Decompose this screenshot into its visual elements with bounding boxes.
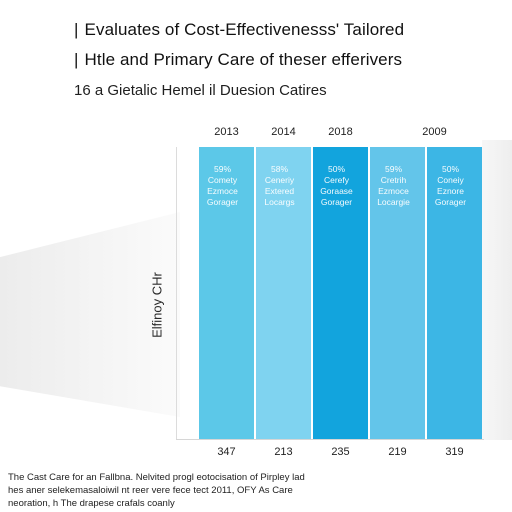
chart-subtitle: 16 a Gietalic Hemel il Duesion Catires <box>74 82 327 99</box>
bar-4-label-line-4: Locargie <box>377 197 410 207</box>
bar-4-bottom-value: 219 <box>388 446 406 458</box>
bar-2-label-line-2: Ceneriy <box>265 175 295 185</box>
bar-5-label-line-4: Gorager <box>435 197 466 207</box>
bar-3-label-line-2: Cerefy <box>324 175 350 185</box>
x-tick-label-5: 2009 <box>422 126 446 138</box>
x-tick-label-1: 2013 <box>214 126 238 138</box>
bar-4-label-line-2: Cretrih <box>381 175 407 185</box>
footnote-line-2: hes aner selekemasaloiwil nt reer vere f… <box>8 485 293 496</box>
background-wedge-right <box>482 140 512 440</box>
bar-4 <box>370 147 425 439</box>
bar-2-label-line-4: Locargs <box>264 197 294 207</box>
bar-4-label-line-1: 59% <box>385 164 402 174</box>
x-tick-label-2: 2014 <box>271 126 295 138</box>
footnote-line-3: neoration, h The drapese crafals coanly <box>8 498 175 509</box>
bar-2-bottom-value: 213 <box>274 446 292 458</box>
bar-5-label-line-3: Eznore <box>437 186 464 196</box>
bar-1-label-line-4: Gorager <box>207 197 238 207</box>
bar-2-label-line-1: 58% <box>271 164 288 174</box>
bar-3-bottom-value: 235 <box>331 446 349 458</box>
x-axis-baseline <box>176 439 484 440</box>
chart-title-text-1: Evaluates of Cost-Effectivenesss' Tailor… <box>84 20 405 39</box>
bar-5 <box>427 147 482 439</box>
title-bar-mark: | <box>74 20 79 39</box>
bar-1-label-line-2: Comety <box>208 175 238 185</box>
chart-title-text-2: Htle and Primary Care of theser efferive… <box>84 50 403 69</box>
bar-1-label-line-1: 59% <box>214 164 231 174</box>
bar-5-label-line-2: Coneiy <box>437 175 464 185</box>
bar-1 <box>199 147 254 439</box>
bar-5-label-line-1: 50% <box>442 164 459 174</box>
bar-5-bottom-value: 319 <box>445 446 463 458</box>
chart-title-line-1: | Evaluates of Cost-Effectivenesss' Tailo… <box>74 20 404 40</box>
title-bar-mark: | <box>74 50 79 69</box>
chart-title-line-2: | Htle and Primary Care of theser efferiv… <box>74 50 402 70</box>
bar-1-bottom-value: 347 <box>217 446 235 458</box>
footnote-line-1: The Cast Care for an Fallbna. Nelvited p… <box>8 472 305 483</box>
bar-2-label-line-3: Extered <box>265 186 295 196</box>
bar-3-label-line-4: Gorager <box>321 197 352 207</box>
bar-1-label-line-3: Ezmoce <box>207 186 238 196</box>
y-axis-line <box>176 147 177 440</box>
bar-4-label-line-3: Ezmoce <box>378 186 409 196</box>
bar-3-label-line-3: Goraase <box>320 186 353 196</box>
bar-3-label-line-1: 50% <box>328 164 345 174</box>
bar-3 <box>313 147 368 439</box>
x-tick-label-3: 2018 <box>328 126 352 138</box>
bar-2 <box>256 147 311 439</box>
footnote: The Cast Care for an Fallbna. Nelvited p… <box>8 471 508 510</box>
